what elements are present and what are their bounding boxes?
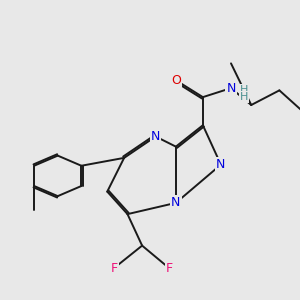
Text: H: H	[239, 92, 248, 102]
Text: N: N	[226, 82, 236, 94]
Text: F: F	[166, 262, 173, 275]
Text: H: H	[239, 85, 248, 94]
Text: N: N	[216, 158, 226, 171]
Text: F: F	[110, 262, 118, 275]
Text: O: O	[171, 74, 181, 87]
Text: N: N	[151, 130, 160, 143]
Text: N: N	[171, 196, 181, 209]
